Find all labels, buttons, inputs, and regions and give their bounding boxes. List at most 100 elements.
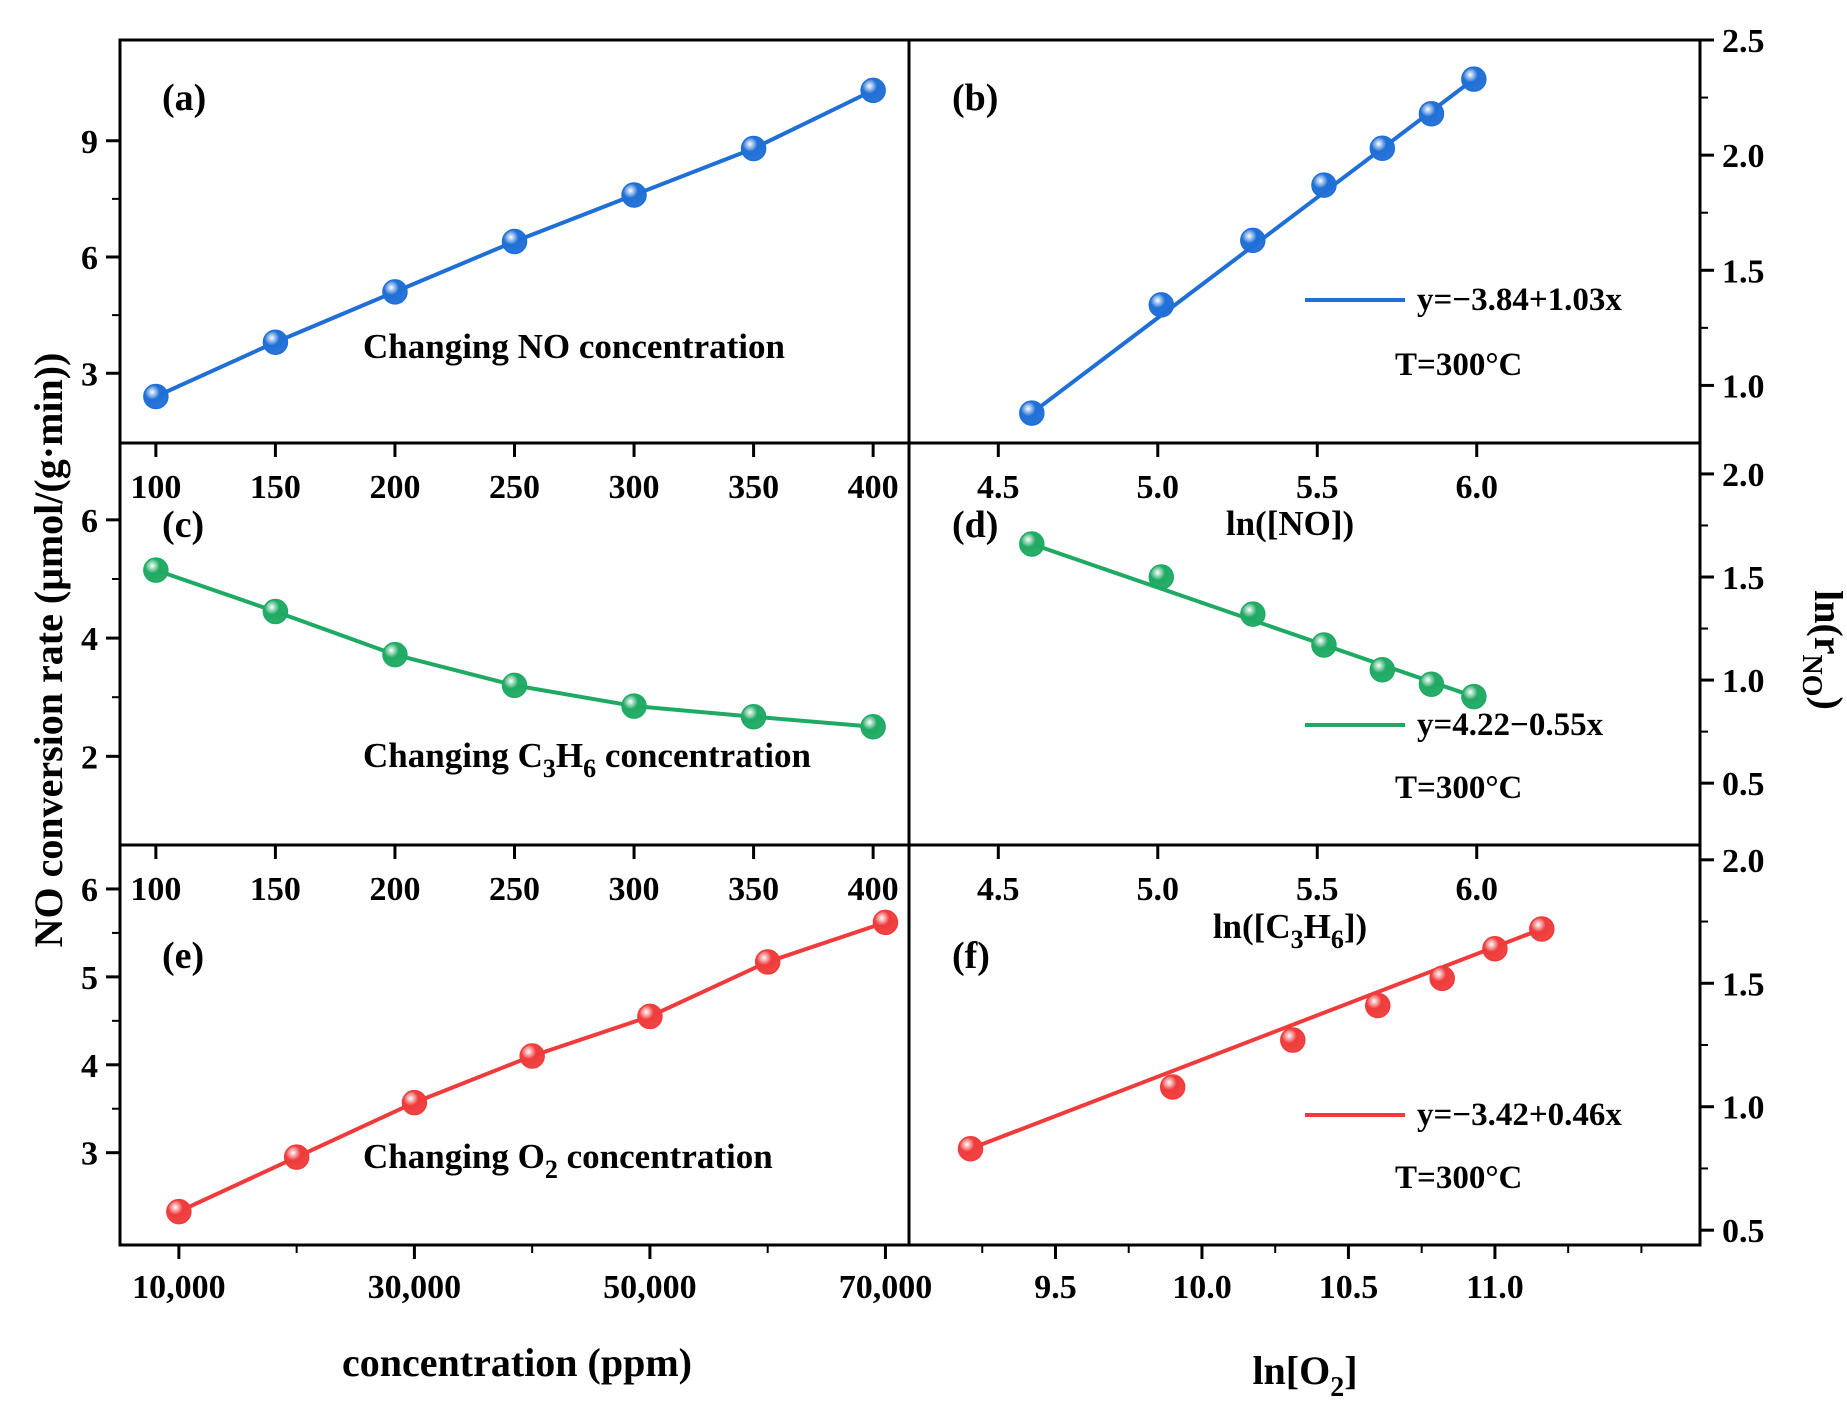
series-annotation: Changing NO concentration (363, 327, 785, 366)
data-point (382, 279, 408, 305)
y-tick-label: 1.0 (1722, 368, 1765, 405)
temperature-label: T=300°C (1395, 347, 1522, 383)
data-point (1482, 935, 1508, 962)
data-point (1240, 601, 1266, 627)
y-tick-label: 6 (81, 503, 98, 540)
y-tick-label: 0.5 (1722, 766, 1765, 803)
x-tick-label: 5.5 (1296, 871, 1339, 908)
x-tick-label: 5.5 (1296, 469, 1339, 506)
data-point (1461, 683, 1487, 710)
temperature-label: T=300°C (1395, 1160, 1522, 1196)
x-tick-label: 4.5 (977, 871, 1020, 908)
x-axis-label-concentration: concentration (ppm) (342, 1340, 692, 1385)
data-point (1019, 400, 1045, 426)
legend-equation: y=4.22−0.55x (1417, 707, 1604, 743)
data-point (1418, 100, 1445, 127)
panel-label: (f) (952, 935, 990, 977)
x-tick-label: 30,000 (368, 1269, 462, 1306)
panel-label: (b) (952, 77, 998, 119)
data-point (957, 1135, 984, 1162)
x-tick-label: 70,000 (839, 1269, 933, 1306)
panel-label: (d) (952, 504, 998, 546)
y-tick-label: 6 (81, 240, 98, 277)
y-tick-label: 1.0 (1722, 1090, 1765, 1127)
panel-d: 0.5 1.0 1.5 2.0 4.5 5.0 5.5 6.0 (d) ln([C3H6]) y=4… (952, 457, 1765, 954)
x-tick-label: 6.0 (1455, 871, 1498, 908)
data-point (1429, 965, 1455, 992)
temperature-label: T=300°C (1395, 770, 1522, 806)
y-tick-label: 2.0 (1722, 138, 1765, 175)
y-tick-label: 2.5 (1722, 23, 1765, 60)
x-tick-label: 4.5 (977, 469, 1020, 506)
panel-e: 3 4 5 6 10,000 30,000 50,000 70,000 (e) Changing … (81, 872, 932, 1306)
y-tick-label: 1.0 (1722, 663, 1765, 700)
data-point (754, 949, 781, 975)
y-tick-label: 6 (81, 872, 98, 909)
y-tick-label: 2.0 (1722, 457, 1765, 494)
x-tick-label: 100 (130, 469, 181, 506)
data-point (637, 1003, 663, 1030)
data-point (143, 557, 169, 583)
panel-b: 1.0 1.5 2.0 2.5 4.5 5.0 5.5 6.0 (b) ln([NO]) y=−3.… (952, 23, 1765, 543)
x-tick-label: 350 (728, 871, 779, 908)
data-point (1311, 172, 1337, 198)
x-tick-label: 10.5 (1319, 1269, 1379, 1306)
x-tick-label: 50,000 (603, 1269, 697, 1306)
data-point (740, 135, 767, 162)
y-tick-label: 3 (81, 356, 98, 393)
series-annotation: Changing O2 concentration (363, 1137, 773, 1184)
y-axis-label-left: NO conversion rate (μmol/(g·min)) (26, 353, 71, 948)
data-point (1159, 1074, 1186, 1100)
x-tick-label: 100 (130, 871, 181, 908)
data-point (382, 641, 408, 668)
data-point (283, 1144, 310, 1170)
y-tick-label: 2 (81, 739, 98, 776)
x-tick-label: 400 (848, 469, 899, 506)
data-point (1364, 992, 1391, 1019)
data-point (143, 383, 169, 410)
series-annotation: Changing C3H6 concentration (363, 736, 811, 783)
x-tick-label: 150 (250, 469, 301, 506)
x-tick-label: 6.0 (1455, 469, 1498, 506)
data-point (1418, 671, 1445, 697)
y-tick-label: 1.5 (1722, 560, 1765, 597)
x-tick-label: 5.0 (1137, 871, 1180, 908)
panel-f: 0.5 1.0 1.5 2.0 9.5 10.0 10.5 11.0 (f) y=−3.42+0.… (952, 843, 1765, 1306)
data-point (1461, 66, 1487, 92)
y-axis-label-right: ln(rNO) (1796, 590, 1847, 710)
panel-c: 2 4 6 100 150 200 250 300 350 400 (c) Changing C3H6… (81, 503, 899, 908)
data-point (501, 672, 528, 699)
x-tick-label: 150 (250, 871, 301, 908)
data-point (166, 1198, 192, 1225)
x-tick-label: 9.5 (1034, 1269, 1077, 1306)
y-tick-label: 1.5 (1722, 966, 1765, 1003)
data-point (872, 909, 899, 936)
data-point (1280, 1027, 1306, 1053)
fit-line (969, 927, 1543, 1151)
x-axis-label: ln([C3H6]) (1213, 907, 1367, 954)
figure-frame (118, 38, 1702, 1247)
panel-label: (c) (162, 504, 204, 546)
data-point (1240, 227, 1266, 254)
x-tick-label: 200 (369, 469, 420, 506)
data-point (1019, 531, 1045, 557)
data-point (860, 714, 886, 740)
y-tick-label: 3 (81, 1136, 98, 1173)
data-point (1311, 632, 1337, 658)
x-tick-label: 5.0 (1137, 469, 1180, 506)
data-point (860, 77, 886, 104)
y-tick-label: 0.5 (1722, 1213, 1765, 1250)
data-point (740, 703, 767, 730)
data-point (1369, 135, 1396, 161)
x-tick-label: 400 (848, 871, 899, 908)
y-tick-label: 2.0 (1722, 843, 1765, 880)
x-tick-label: 300 (609, 871, 660, 908)
data-point (621, 182, 647, 208)
x-axis-label-ln-o2: ln[O2] (1252, 1348, 1357, 1403)
data-point (501, 228, 528, 255)
panel-label: (a) (162, 77, 206, 119)
legend-equation: y=−3.42+0.46x (1417, 1097, 1622, 1133)
data-point (1148, 292, 1175, 318)
y-tick-label: 1.5 (1722, 253, 1765, 290)
